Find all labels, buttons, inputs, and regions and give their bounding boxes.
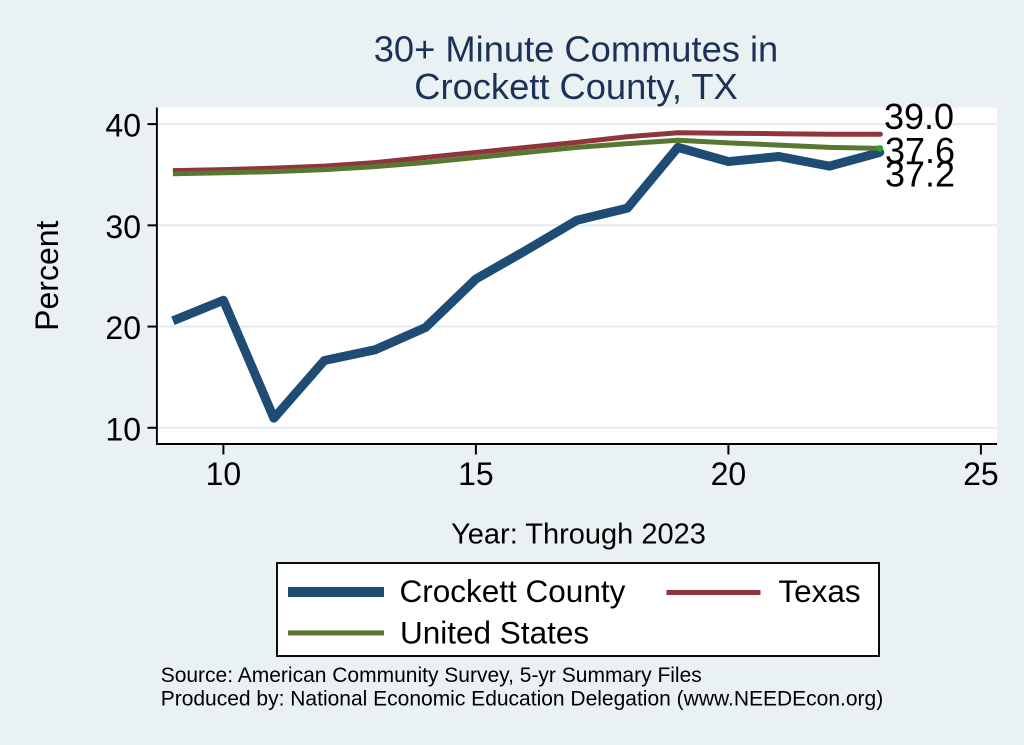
svg-text:30+ Minute Commutes in: 30+ Minute Commutes in: [374, 28, 779, 69]
svg-text:20: 20: [105, 310, 141, 346]
svg-text:10: 10: [206, 456, 242, 492]
svg-text:40: 40: [105, 108, 141, 144]
svg-text:30: 30: [105, 209, 141, 245]
svg-text:39.0: 39.0: [884, 96, 954, 137]
svg-text:Produced by: National Economic: Produced by: National Economic Education…: [161, 687, 884, 710]
svg-text:25: 25: [963, 456, 999, 492]
svg-text:Crockett County: Crockett County: [400, 573, 626, 609]
svg-text:Year: Through 2023: Year: Through 2023: [451, 519, 706, 551]
svg-text:Texas: Texas: [778, 573, 860, 609]
svg-text:10: 10: [105, 411, 141, 447]
svg-text:37.6: 37.6: [885, 130, 955, 171]
svg-text:15: 15: [458, 456, 494, 492]
svg-text:Source: American Community Sur: Source: American Community Survey, 5-yr …: [161, 664, 702, 687]
svg-text:Percent: Percent: [29, 220, 65, 330]
svg-text:Crockett County, TX: Crockett County, TX: [414, 66, 737, 107]
svg-text:20: 20: [711, 456, 747, 492]
svg-text:37.2: 37.2: [885, 153, 955, 194]
svg-text:United States: United States: [400, 615, 589, 651]
